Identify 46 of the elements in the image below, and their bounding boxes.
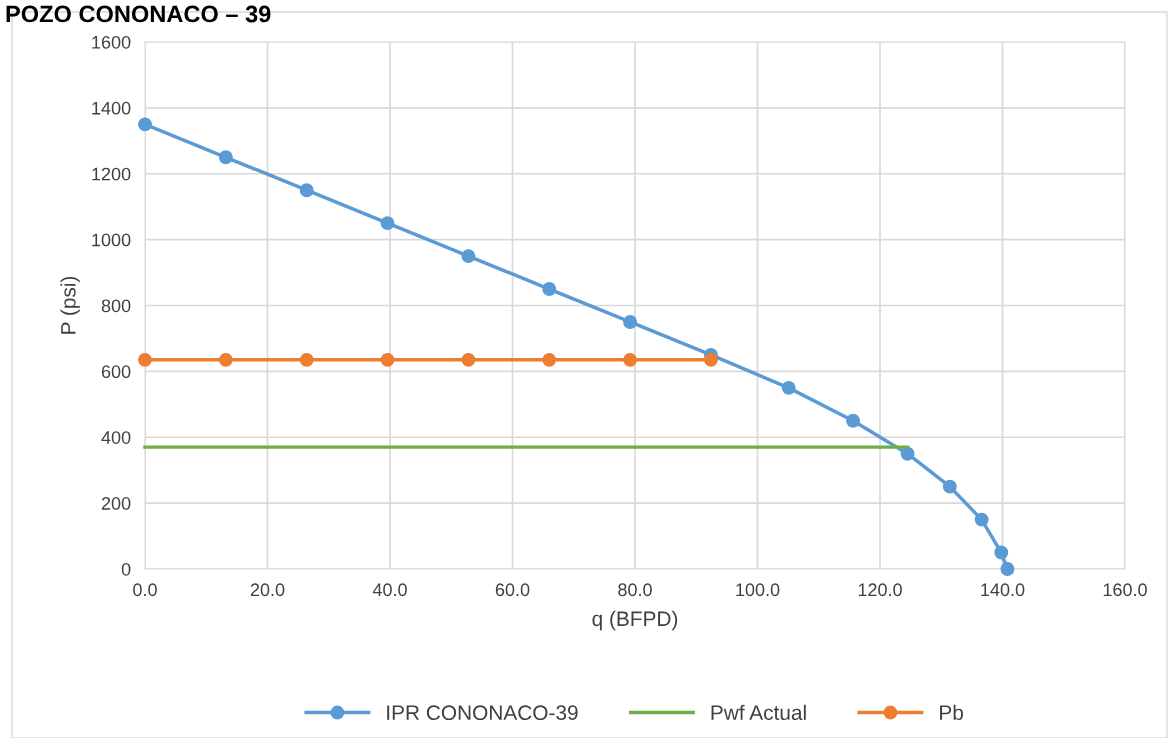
y-tick-label: 0 (121, 562, 131, 576)
y-tick-label: 1200 (92, 167, 131, 181)
point (299, 352, 314, 367)
legend-label: Pb (940, 704, 963, 721)
y-tick-label: 200 (101, 497, 131, 510)
y-tick-label: 600 (101, 365, 131, 379)
x-tick-label: 80.0 (618, 583, 652, 597)
x-axis-title: q (BFPD) (592, 610, 678, 631)
point (542, 282, 557, 296)
point (994, 545, 1009, 560)
point (380, 352, 395, 367)
x-tick-label: 20.0 (250, 583, 285, 597)
legend-label: Pwf Actual (711, 704, 806, 721)
x-tick-label: 140.0 (981, 583, 1025, 597)
x-tick-label: 100.0 (736, 583, 780, 597)
point (542, 352, 557, 367)
point (138, 117, 152, 132)
point (781, 380, 796, 395)
point (1000, 562, 1015, 576)
point (846, 413, 860, 428)
x-tick-label: 40.0 (372, 583, 407, 597)
point (380, 216, 395, 231)
point (138, 352, 152, 367)
point (299, 183, 314, 198)
y-tick-label: 400 (101, 431, 131, 444)
y-axis-title: P (psi) (60, 276, 80, 334)
point (900, 446, 915, 461)
y-tick-label: 800 (101, 299, 131, 313)
point (623, 352, 638, 367)
y-tick-label: 1400 (92, 101, 131, 115)
y-tick-label: 1000 (92, 233, 131, 247)
legend-label: IPR CONONACO-39 (387, 705, 578, 721)
point (461, 352, 476, 367)
x-tick-label: 160.0 (1103, 583, 1147, 597)
point (218, 352, 233, 367)
point (461, 249, 476, 264)
y-tick-label: 1600 (92, 35, 131, 49)
point (942, 479, 957, 494)
point (623, 315, 638, 329)
x-tick-label: 0.0 (133, 583, 157, 597)
chart-title: POZO CONONACO – 39 (6, 5, 271, 23)
point (704, 352, 718, 367)
point (974, 512, 989, 527)
x-tick-label: 60.0 (495, 583, 530, 597)
x-tick-label: 120.0 (858, 583, 902, 597)
point (218, 150, 233, 165)
